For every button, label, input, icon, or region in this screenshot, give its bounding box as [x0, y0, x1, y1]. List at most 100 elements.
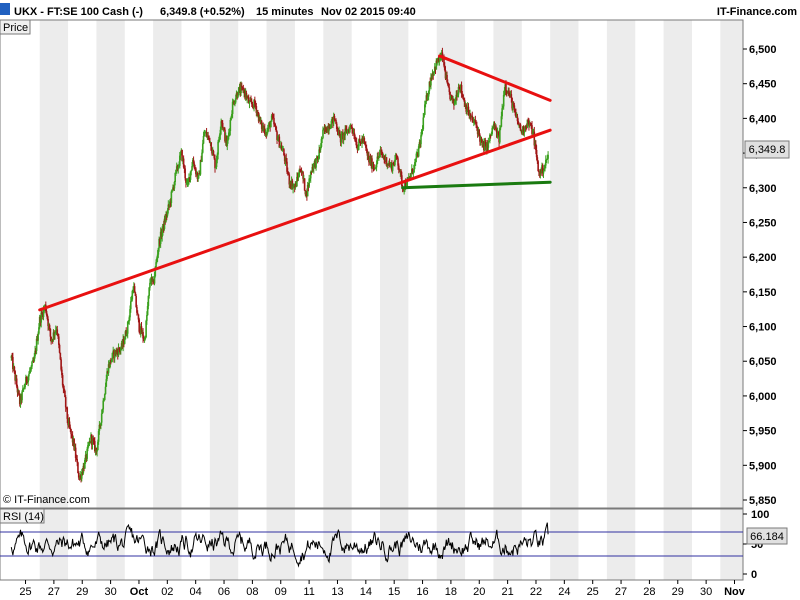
- candle-body: [455, 94, 458, 101]
- candle-body: [513, 105, 516, 111]
- candle-body: [267, 124, 270, 129]
- rsi-y-tick-label: 100: [751, 509, 769, 521]
- candle-body: [115, 350, 118, 355]
- candle-body: [345, 128, 347, 130]
- candle-body: [157, 248, 160, 255]
- candle-body: [230, 117, 232, 120]
- candle-body: [315, 158, 317, 168]
- candle-body: [381, 155, 384, 157]
- candle-body: [461, 93, 464, 95]
- candle-body: [98, 424, 101, 432]
- candle-body: [462, 94, 464, 100]
- candle-body: [267, 128, 269, 131]
- candle-body: [443, 56, 445, 66]
- candle-body: [88, 441, 91, 445]
- candle-body: [318, 149, 320, 159]
- candle-body: [273, 124, 276, 126]
- candle-body: [118, 347, 121, 350]
- candle-body: [214, 158, 216, 169]
- candle-body: [392, 163, 395, 165]
- candle-body: [366, 150, 369, 156]
- candle-body: [242, 87, 245, 93]
- candle-body: [61, 369, 63, 376]
- collapse-icon[interactable]: [0, 3, 10, 15]
- candle-body: [465, 104, 467, 112]
- candle-body: [299, 171, 302, 173]
- candle-body: [503, 90, 506, 95]
- x-tick-label: 25: [19, 586, 31, 598]
- rsi-bands: [0, 531, 743, 557]
- candle-body: [234, 98, 237, 103]
- candle-body: [286, 161, 288, 172]
- candle-body: [190, 170, 193, 172]
- candle-body: [272, 115, 275, 118]
- candle-body: [381, 151, 383, 156]
- x-tick-label: 29: [672, 586, 684, 598]
- candle-body: [63, 388, 65, 391]
- candle-body: [59, 352, 62, 360]
- candle-body: [536, 157, 539, 162]
- candle-body: [117, 347, 120, 356]
- candle-body: [91, 438, 94, 445]
- candle-body: [342, 132, 345, 140]
- candle-body: [423, 114, 425, 118]
- candle-body: [447, 84, 450, 88]
- candle-body: [133, 286, 136, 293]
- candle-body: [215, 160, 218, 167]
- candle-body: [444, 70, 447, 79]
- candles: [10, 47, 549, 483]
- candle-body: [145, 320, 147, 338]
- candle-body: [537, 161, 539, 172]
- candle-body: [60, 359, 62, 370]
- candle-body: [186, 182, 189, 184]
- candle-body: [223, 127, 226, 130]
- candle-body: [40, 312, 43, 323]
- candle-body: [129, 301, 132, 310]
- candle-body: [275, 126, 278, 132]
- y-tick-label: 6,100: [749, 322, 777, 334]
- candle-body: [355, 141, 358, 149]
- candle-body: [511, 97, 513, 109]
- candle-body: [241, 86, 244, 88]
- candle-body: [151, 276, 154, 281]
- candle-body: [308, 178, 310, 187]
- y-tick-label: 6,200: [749, 252, 777, 264]
- candle-body: [512, 104, 514, 109]
- candle-body: [183, 167, 186, 169]
- candle-body: [339, 131, 341, 135]
- candle-body: [500, 116, 503, 127]
- candle-body: [378, 156, 380, 158]
- candle-body: [364, 141, 366, 145]
- candle-body: [124, 331, 127, 340]
- candle-body: [126, 321, 129, 334]
- candle-body: [125, 331, 127, 336]
- candle-body: [134, 292, 137, 297]
- candle-body: [446, 82, 449, 85]
- candle-body: [208, 137, 211, 143]
- day-shade: [493, 509, 522, 580]
- candle-body: [237, 95, 239, 98]
- candle-body: [292, 186, 294, 189]
- candle-body: [155, 262, 157, 268]
- candle-body: [213, 155, 216, 159]
- candle-body: [487, 141, 490, 148]
- candle-body: [525, 126, 527, 128]
- candle-body: [355, 141, 357, 143]
- candle-body: [397, 165, 400, 170]
- candle-body: [357, 146, 359, 150]
- candle-body: [489, 134, 491, 142]
- candle-body: [257, 112, 259, 114]
- y-tick-label: 6,250: [749, 217, 777, 229]
- rsi-line: [10, 522, 549, 568]
- candle-body: [47, 318, 49, 327]
- candle-body: [344, 128, 346, 136]
- candle-body: [130, 299, 133, 302]
- candle-body: [147, 295, 150, 307]
- candle-body: [375, 167, 377, 169]
- price-panel-frame: [0, 19, 744, 509]
- candle-body: [476, 125, 478, 127]
- candle-body: [129, 309, 131, 318]
- candle-body: [15, 378, 18, 387]
- candle-body: [165, 214, 167, 222]
